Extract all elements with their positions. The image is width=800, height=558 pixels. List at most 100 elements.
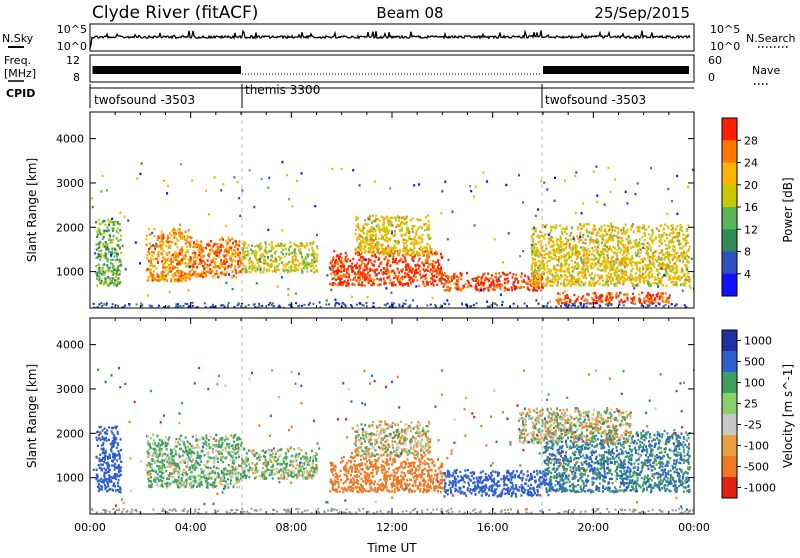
scatter-cell — [402, 268, 404, 270]
scatter-cell — [167, 185, 169, 187]
scatter-cell — [570, 232, 572, 234]
scatter-cell — [363, 269, 365, 271]
scatter-cell — [385, 248, 387, 250]
velocity-marks — [91, 367, 695, 515]
scatter-cell — [96, 431, 98, 433]
ground-cell — [461, 304, 463, 306]
scatter-cell — [117, 482, 119, 484]
scatter-cell — [615, 296, 617, 298]
scatter-cell — [529, 289, 531, 291]
scatter-cell — [661, 295, 663, 297]
scatter-cell — [660, 224, 662, 226]
scatter-cell — [639, 238, 641, 240]
scatter-cell — [652, 262, 654, 264]
scatter-cell — [436, 284, 438, 286]
scatter-cell — [575, 244, 577, 246]
scatter-cell — [380, 269, 382, 271]
scatter-cell — [669, 261, 671, 263]
scatter-cell — [524, 275, 526, 277]
scatter-cell — [556, 259, 558, 261]
scatter-cell — [167, 241, 169, 243]
scatter-cell — [117, 442, 119, 444]
scatter-cell — [163, 459, 165, 461]
scatter-cell — [382, 228, 384, 230]
scatter-cell — [115, 259, 117, 261]
scatter-cell — [559, 224, 561, 226]
scatter-cell — [113, 284, 115, 286]
scatter-cell — [372, 281, 374, 283]
scatter-cell — [414, 242, 416, 244]
scatter-cell — [512, 273, 514, 275]
scatter-cell — [631, 275, 633, 277]
scatter-cell — [156, 273, 158, 275]
scatter-cell — [166, 259, 168, 261]
scatter-cell — [636, 264, 638, 266]
ground-cell — [665, 304, 667, 306]
scatter-cell — [475, 280, 477, 282]
scatter-cell — [603, 245, 605, 247]
scatter-cell — [449, 287, 451, 289]
scatter-cell — [418, 285, 420, 287]
scatter-cell — [358, 284, 360, 286]
scatter-cell — [254, 245, 256, 247]
scatter-cell — [642, 273, 644, 275]
scatter-cell — [639, 267, 641, 269]
scatter-cell — [398, 217, 400, 219]
scatter-cell — [441, 190, 443, 192]
scatter-cell — [610, 265, 612, 267]
scatter-cell — [263, 267, 265, 269]
scatter-cell — [114, 468, 116, 470]
scatter-cell — [350, 279, 352, 281]
scatter-cell — [402, 261, 404, 263]
scatter-cell — [660, 267, 662, 269]
scatter-cell — [105, 282, 107, 284]
scatter-cell — [352, 266, 354, 268]
scatter-cell — [407, 252, 409, 254]
scatter-cell — [617, 227, 619, 229]
scatter-cell — [587, 235, 589, 237]
scatter-cell — [225, 225, 227, 227]
scatter-cell — [498, 272, 500, 274]
ground-cell — [158, 305, 160, 307]
scatter-cell — [550, 285, 552, 287]
scatter-cell — [401, 229, 403, 231]
scatter-cell — [243, 256, 245, 258]
ground-cell — [607, 305, 609, 307]
ground-cell — [129, 304, 131, 306]
colorbar-tick-label: 28 — [744, 134, 758, 147]
scatter-cell — [112, 259, 114, 261]
ground-cell — [509, 305, 511, 307]
scatter-cell — [398, 278, 400, 280]
scatter-cell — [164, 278, 166, 280]
scatter-cell — [605, 274, 607, 276]
ground-cell — [448, 303, 450, 305]
scatter-cell — [504, 282, 506, 284]
scatter-cell — [600, 300, 602, 302]
scatter-cell — [111, 241, 113, 243]
scatter-cell — [369, 251, 371, 253]
scatter-cell — [356, 262, 358, 264]
scatter-cell — [185, 254, 187, 256]
scatter-cell — [216, 243, 218, 245]
scatter-cell — [613, 252, 615, 254]
scatter-cell — [344, 280, 346, 282]
scatter-cell — [241, 442, 243, 444]
scatter-cell — [653, 282, 655, 284]
scatter-cell — [120, 491, 122, 493]
scatter-cell — [206, 243, 208, 245]
scatter-cell — [686, 264, 688, 266]
scatter-cell — [617, 232, 619, 234]
scatter-cell — [290, 245, 292, 247]
scatter-cell — [182, 249, 184, 251]
scatter-cell — [103, 481, 105, 483]
scatter-cell — [181, 246, 183, 248]
scatter-cell — [163, 258, 165, 260]
scatter-cell — [98, 464, 100, 466]
scatter-cell — [595, 282, 597, 284]
scatter-cell — [336, 261, 338, 263]
scatter-cell — [370, 248, 372, 250]
scatter-cell — [179, 228, 181, 230]
scatter-cell — [568, 280, 570, 282]
